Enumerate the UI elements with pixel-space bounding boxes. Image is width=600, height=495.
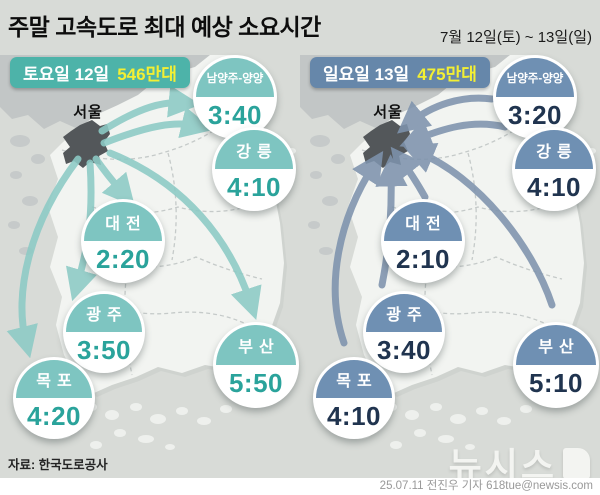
date-range: 7월 12일(토) ~ 13일(일) bbox=[440, 29, 592, 46]
dest-name: 대전 bbox=[105, 215, 147, 233]
dest-gwangju: 광주 3:40 bbox=[363, 291, 445, 373]
dest-time: 2:10 bbox=[395, 244, 451, 274]
saturday-panel: 토요일 12일 546만대 서울 남양주-양양 3:40 강릉 4:10 대전 … bbox=[0, 55, 300, 455]
dest-busan: 부산 5:10 bbox=[513, 322, 599, 408]
dest-gangneung: 강릉 4:10 bbox=[512, 127, 596, 211]
dest-time: 3:20 bbox=[507, 100, 563, 130]
dest-busan: 부산 5:50 bbox=[213, 322, 299, 408]
traffic-count: 546만대 bbox=[117, 65, 177, 84]
dest-name: 부산 bbox=[538, 339, 580, 356]
dest-time: 5:50 bbox=[228, 368, 284, 398]
dest-time: 3:40 bbox=[207, 100, 263, 130]
dest-daejeon: 대전 2:10 bbox=[381, 199, 465, 283]
dest-mokpo: 목포 4:10 bbox=[313, 357, 395, 439]
traffic-count: 475만대 bbox=[417, 65, 477, 84]
dest-name: 목포 bbox=[36, 373, 78, 390]
bottom-strip: 25.07.11 전진우 기자 618tue@newsis.com bbox=[0, 478, 600, 495]
dest-time: 5:10 bbox=[528, 368, 584, 398]
inbound-arrow-icon bbox=[331, 94, 556, 347]
dest-time: 4:10 bbox=[226, 172, 282, 202]
dest-namyangju-yangyang: 남양주-양양 3:40 bbox=[193, 55, 277, 139]
dest-gangneung: 강릉 4:10 bbox=[212, 127, 296, 211]
dest-time: 4:10 bbox=[326, 401, 382, 431]
dest-time: 3:40 bbox=[376, 335, 432, 365]
dest-name: 남양주-양양 bbox=[206, 72, 264, 85]
dest-time: 4:20 bbox=[26, 401, 82, 431]
dest-name: 광주 bbox=[86, 307, 128, 324]
day-label: 토요일 12일 bbox=[23, 65, 110, 84]
dest-namyangju-yangyang: 남양주-양양 3:20 bbox=[493, 55, 577, 139]
page-title: 주말 고속도로 최대 예상 소요시간 bbox=[8, 14, 321, 40]
dest-name: 광주 bbox=[386, 307, 428, 324]
dest-mokpo: 목포 4:20 bbox=[13, 357, 95, 439]
dest-time: 4:10 bbox=[526, 172, 582, 202]
dest-time: 3:50 bbox=[76, 335, 132, 365]
dest-gwangju: 광주 3:50 bbox=[63, 291, 145, 373]
sunday-panel: 일요일 13일 475만대 서울 남양주-양양 3:20 강릉 4:10 대전 … bbox=[300, 55, 600, 455]
dest-name: 대전 bbox=[405, 215, 447, 233]
sunday-badge: 일요일 13일 475만대 bbox=[310, 57, 490, 88]
dest-daejeon: 대전 2:20 bbox=[81, 199, 165, 283]
data-source: 자료: 한국도로공사 bbox=[8, 458, 108, 472]
dest-time: 2:20 bbox=[95, 244, 151, 274]
dest-name: 남양주-양양 bbox=[506, 72, 564, 85]
newsis-logo-block-icon bbox=[563, 447, 590, 479]
dest-name: 강릉 bbox=[536, 143, 578, 161]
dest-name: 목포 bbox=[336, 373, 378, 390]
saturday-badge: 토요일 12일 546만대 bbox=[10, 57, 190, 88]
seoul-label: 서울 bbox=[73, 104, 103, 121]
dest-name: 강릉 bbox=[236, 143, 278, 161]
dest-name: 부산 bbox=[238, 339, 280, 356]
korea-map-sunday bbox=[300, 55, 600, 455]
day-label: 일요일 13일 bbox=[323, 65, 410, 84]
byline-credit: 25.07.11 전진우 기자 618tue@newsis.com bbox=[379, 480, 593, 492]
seoul-label: 서울 bbox=[373, 104, 403, 121]
